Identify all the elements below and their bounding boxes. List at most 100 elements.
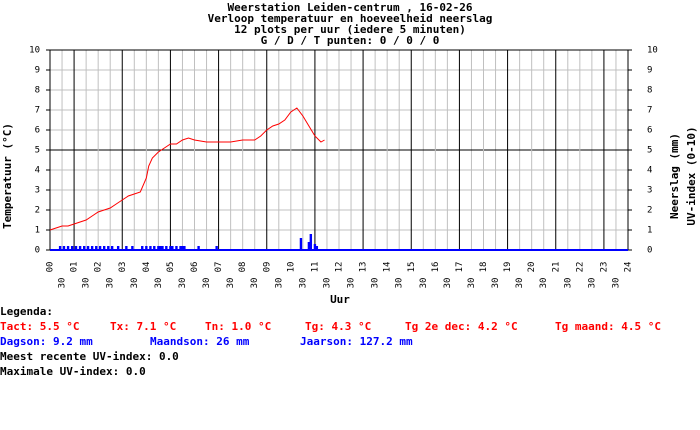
x-tick-label: 30 [419,278,429,289]
legend-item: Maximale UV-index: 0.0 [0,365,146,378]
y-tick-label: 0 [35,246,40,256]
y2-tick-label: 0 [647,246,652,256]
x-tick-label: 14 [383,262,393,273]
legend-title: Legenda: [0,305,53,318]
legend-item: Maandson: 26 mm [150,335,250,348]
x-tick-label: 30 [347,278,357,289]
y2-tick-label: 4 [647,166,652,176]
y-tick-label: 1 [35,226,40,236]
y2-tick-label: 7 [647,106,652,116]
x-tick-label: 13 [359,262,369,273]
y-tick-label: 8 [35,86,40,96]
x-tick-label: 30 [467,278,477,289]
bar [107,246,110,250]
legend-item: Tx: 7.1 °C [110,320,176,333]
x-axis-label: Uur [330,293,350,306]
bar [145,246,148,250]
x-tick-label: 30 [58,278,68,289]
x-tick-label: 30 [611,278,621,289]
x-tick-label: 21 [551,262,561,273]
x-tick-label: 11 [310,262,320,273]
x-tick-label: 30 [539,278,549,289]
x-tick-label: 30 [130,278,140,289]
bar [131,246,134,250]
x-tick-label: 06 [190,262,200,273]
x-tick-label: 12 [335,262,345,273]
x-tick-label: 30 [82,278,92,289]
y-tick-label: 6 [35,126,40,136]
x-tick-label: 05 [166,262,176,273]
x-tick-label: 19 [503,262,513,273]
y2-axis-label: Neerslag (mm) [668,133,681,219]
x-tick-label: 18 [479,262,489,273]
y-tick-label: 7 [35,106,40,116]
bar [315,246,319,250]
x-tick-label: 30 [226,278,236,289]
bar [86,246,90,250]
x-tick-label: 30 [274,278,284,289]
bar [215,246,218,250]
y2-tick-label: 5 [647,146,652,156]
bar [102,246,106,250]
legend-item: Tn: 1.0 °C [205,320,271,333]
bar [82,246,86,250]
legend-item: Tg maand: 4.5 °C [555,320,661,333]
legend-item: Dagson: 9.2 mm [0,335,93,348]
y-tick-label: 5 [35,146,40,156]
x-tick-label: 24 [624,262,634,273]
legend-item: Tact: 5.5 °C [0,320,79,333]
legend-item: Jaarson: 127.2 mm [300,335,413,348]
chart-title: Weerstation Leiden-centrum , 16-02-26 [227,1,472,14]
bar [165,246,168,250]
chart-title: 12 plots per uur (iedere 5 minuten) [234,23,466,36]
x-tick-label: 30 [563,278,573,289]
x-tick-label: 01 [70,262,80,273]
bar [66,246,70,250]
bar [179,246,182,250]
x-tick-label: 02 [94,262,104,273]
x-tick-label: 00 [46,262,56,273]
x-tick-label: 30 [491,278,501,289]
bar [299,238,303,250]
bar [78,246,82,250]
bar [309,234,313,250]
x-tick-label: 15 [407,262,417,273]
bar [90,246,94,250]
x-tick-label: 17 [455,262,465,273]
x-tick-label: 30 [371,278,381,289]
x-tick-label: 30 [202,278,212,289]
bar [313,244,317,250]
y2-tick-label: 6 [647,126,652,136]
bar [169,246,172,250]
bar [149,246,152,250]
x-tick-label: 04 [142,262,152,273]
bar [125,246,128,250]
y-tick-label: 4 [35,166,40,176]
x-tick-label: 30 [322,278,332,289]
y-tick-label: 9 [35,66,40,76]
x-tick-label: 08 [238,262,248,273]
x-tick-label: 30 [154,278,164,289]
y2-tick-label: 8 [647,86,652,96]
bar [70,246,74,250]
bar [141,246,144,250]
bar [183,246,186,250]
bar [58,246,62,250]
x-tick-label: 30 [515,278,525,289]
x-tick-label: 30 [106,278,116,289]
y2-axis-label: UV-index (0-10) [685,126,698,225]
bar [181,246,184,250]
legend-item: Tg 2e dec: 4.2 °C [405,320,518,333]
x-tick-label: 10 [286,262,296,273]
legend-item: Tg: 4.3 °C [305,320,371,333]
x-tick-label: 30 [443,278,453,289]
x-tick-label: 30 [587,278,597,289]
bar [197,246,200,250]
y-tick-label: 3 [35,186,40,196]
bar [98,246,102,250]
y-tick-label: 2 [35,206,40,216]
y2-tick-label: 3 [647,186,652,196]
bar [307,242,311,250]
y-axis-label: Temperatuur (°C) [1,123,14,229]
